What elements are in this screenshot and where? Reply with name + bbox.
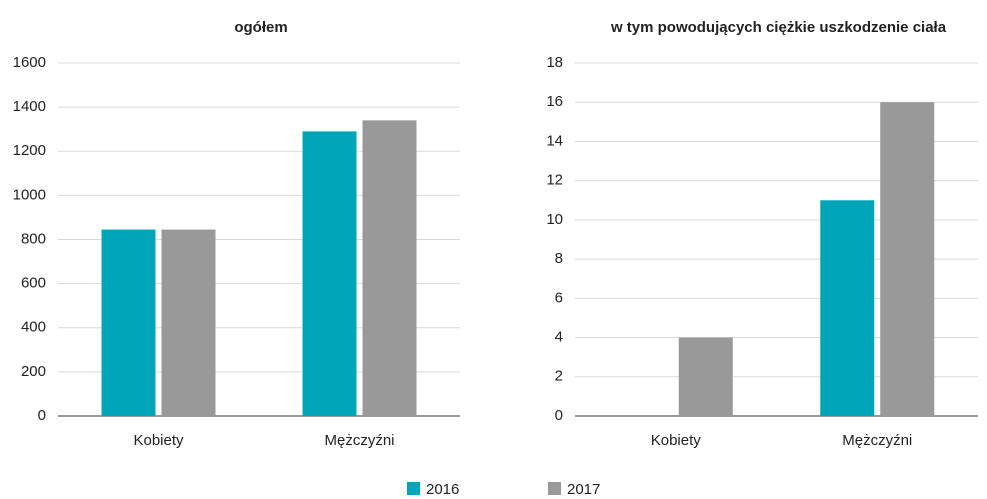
chart-title: ogółem xyxy=(234,19,287,36)
y-tick-label: 1000 xyxy=(13,186,46,203)
y-tick-label: 1600 xyxy=(13,54,46,71)
y-tick-label: 10 xyxy=(546,211,563,228)
y-tick-label: 200 xyxy=(21,363,46,380)
y-tick-label: 14 xyxy=(546,132,563,149)
bar xyxy=(820,200,875,416)
bar xyxy=(880,102,935,416)
y-tick-label: 1400 xyxy=(13,98,46,115)
bar xyxy=(101,229,156,416)
bar xyxy=(362,120,417,417)
y-tick-label: 18 xyxy=(546,54,563,71)
y-tick-label: 600 xyxy=(21,275,46,292)
y-tick-label: 400 xyxy=(21,319,46,336)
y-tick-label: 4 xyxy=(555,329,563,346)
y-tick-label: 8 xyxy=(555,250,563,267)
y-tick-label: 2 xyxy=(555,368,563,385)
bar xyxy=(678,337,733,416)
y-tick-label: 0 xyxy=(38,407,46,424)
y-tick-label: 6 xyxy=(555,289,563,306)
x-tick-label: Mężczyźni xyxy=(842,432,912,449)
legend-swatch xyxy=(407,482,420,495)
y-tick-label: 16 xyxy=(546,93,563,110)
x-tick-label: Kobiety xyxy=(133,432,184,449)
y-tick-label: 0 xyxy=(555,407,563,424)
legend-label: 2016 xyxy=(426,481,459,498)
x-tick-label: Kobiety xyxy=(651,432,702,449)
y-tick-label: 800 xyxy=(21,230,46,247)
chart-title: w tym powodujących ciężkie uszkodzenie c… xyxy=(610,19,947,36)
bar xyxy=(302,131,357,417)
x-tick-label: Mężczyźni xyxy=(324,432,394,449)
legend-swatch xyxy=(548,482,561,495)
y-tick-label: 1200 xyxy=(13,142,46,159)
y-tick-label: 12 xyxy=(546,172,563,189)
bar xyxy=(161,229,216,416)
legend-label: 2017 xyxy=(567,481,600,498)
